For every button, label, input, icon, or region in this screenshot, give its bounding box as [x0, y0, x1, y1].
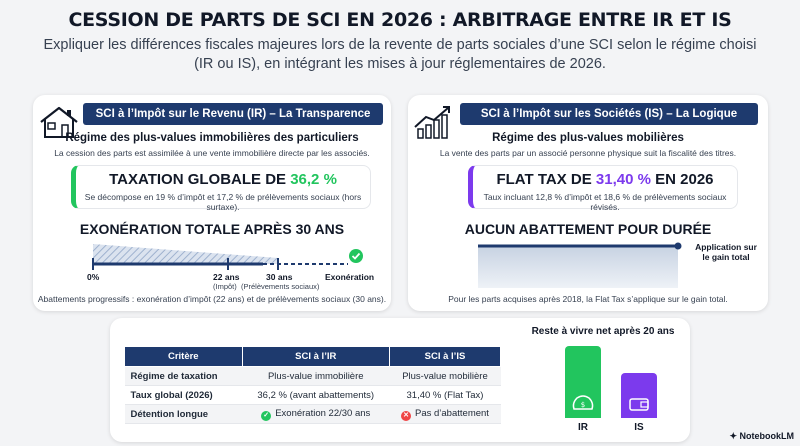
table-cell: Taux global (2026): [124, 385, 243, 405]
table-cell: Plus-value immobilière: [242, 366, 390, 386]
is-banner: SCI à l’Impôt sur les Sociétés (IS) – La…: [460, 103, 758, 142]
ir-tax-headline: TAXATION GLOBALE DE 36,2 %: [109, 171, 337, 188]
is-tax-headline: FLAT TAX DE 31,40 % EN 2026: [496, 171, 714, 188]
cross-icon: ✕: [401, 410, 411, 421]
ir-timeline: 0% 22 ans (Impôt) 30 ans (Prélèvements s…: [63, 238, 383, 293]
comparison-card: Critère SCI à l’IR SCI à l’IS Régime de …: [110, 318, 690, 442]
ir-banner: SCI à l’Impôt sur le Revenu (IR) – La Tr…: [83, 103, 383, 125]
timeline-start: 0%: [87, 272, 100, 282]
ir-tax-box: TAXATION GLOBALE DE 36,2 % Se décompose …: [71, 165, 371, 212]
svg-text:$: $: [581, 401, 585, 409]
chart-growth-icon: [414, 106, 450, 139]
brand-logo: ✦ NotebookLM: [729, 431, 794, 441]
page-subtitle: Expliquer les différences fiscales majeu…: [43, 37, 757, 72]
flat-gain-graphic: [478, 242, 682, 288]
check-icon: [349, 249, 363, 263]
is-section-heading: Régime des plus-values mobilières: [492, 132, 684, 144]
bar-ir: $: [565, 346, 601, 418]
ir-footnote: Abattements progressifs : exonération d’…: [37, 294, 387, 304]
table-cell: Régime de taxation: [124, 366, 243, 386]
money-bag-icon: $: [572, 395, 594, 410]
timeline-graphic: [92, 244, 363, 270]
timeline-22-years: 22 ans: [213, 272, 240, 282]
timeline-30-caption: (Prélèvements sociaux): [241, 282, 320, 291]
mini-chart-title: Reste à vivre net après 20 ans: [531, 326, 675, 337]
table-row: Taux global (2026) 36,2 % (avant abattem…: [124, 385, 501, 405]
timeline-30-years: 30 ans: [266, 272, 293, 282]
table-cell: Plus-value mobilière: [389, 366, 501, 386]
is-abatement-heading: AUCUN ABATTEMENT POUR DURÉE: [464, 221, 712, 237]
ir-card: SCI à l’Impôt sur le Revenu (IR) – La Tr…: [33, 95, 391, 311]
comparison-table: Critère SCI à l’IR SCI à l’IS Régime de …: [124, 346, 502, 424]
bar-label-ir: IR: [578, 422, 588, 433]
ir-tax-detail: Se décompose en 19 % d’impôt et 17,2 % d…: [84, 192, 362, 212]
table-header: Critère: [124, 346, 243, 367]
is-card: SCI à l’Impôt sur les Sociétés (IS) – La…: [408, 95, 768, 311]
bar-label-is: IS: [634, 422, 644, 433]
table-header: SCI à l’IR: [241, 346, 390, 367]
table-cell: 31,40 % (Flat Tax): [389, 385, 501, 405]
table-row: Détention longue ✓ Exonération 22/30 ans …: [124, 404, 501, 424]
table-header: SCI à l’IS: [388, 346, 502, 367]
check-icon: ✓: [261, 410, 272, 421]
is-tax-box: FLAT TAX DE 31,40 % EN 2026 Taux incluan…: [468, 165, 738, 212]
ir-section-heading: Régime des plus-values immobilières des …: [65, 132, 359, 144]
page-title: CESSION DE PARTS DE SCI EN 2026 : ARBITR…: [68, 9, 732, 31]
table-cell: ✕ Pas d’abattement: [389, 404, 501, 424]
is-section-text: La vente des parts par un associé person…: [439, 148, 737, 158]
table-cell: ✓ Exonération 22/30 ans: [242, 404, 390, 424]
table-cell: 36,2 % (avant abattements): [242, 385, 390, 405]
is-footnote: Pour les parts acquises après 2018, la F…: [448, 294, 728, 304]
house-icon: [40, 106, 78, 138]
timeline-exoneration: Exonération: [325, 272, 375, 282]
bar-is: [621, 373, 657, 418]
ir-exoneration-heading: EXONÉRATION TOTALE APRÈS 30 ANS: [79, 221, 345, 237]
table-row: Régime de taxation Plus-value immobilièr…: [124, 366, 501, 386]
is-tax-detail: Taux incluant 12,8 % d’impôt et 18,6 % d…: [483, 192, 727, 212]
abatement-wedge: [93, 244, 278, 264]
is-gain-label-2: le gain total: [702, 252, 750, 262]
wallet-icon: [629, 398, 649, 411]
timeline-22-caption: (Impôt): [213, 282, 237, 291]
is-gain-label-1: Application sur: [695, 242, 757, 252]
ir-section-text: La cession des parts est assimilée à une…: [54, 148, 370, 158]
table-cell: Détention longue: [124, 404, 243, 424]
